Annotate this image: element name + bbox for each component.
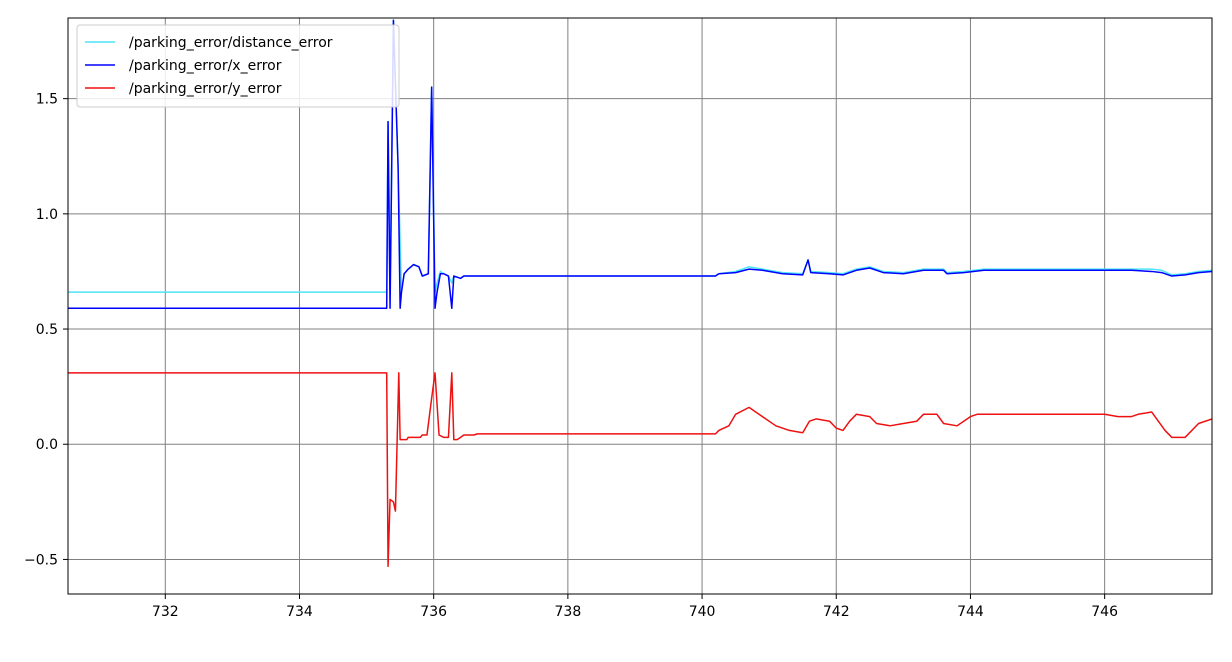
y-tick-label: 0.5 — [36, 322, 58, 338]
series-line-2 — [68, 372, 1212, 568]
tick-labels: 732 734 736 738 740 742 744 746 −0.5 0.0 0.5 1.0 1.5 — [24, 92, 1118, 620]
legend-box — [76, 24, 400, 108]
x-tick-label: 736 — [420, 604, 447, 620]
y-tick-label: 1.0 — [36, 207, 58, 223]
x-tick-label: 744 — [957, 604, 984, 620]
x-tick-label: 740 — [689, 604, 716, 620]
y-tick-label: −0.5 — [24, 552, 58, 568]
grid-lines — [68, 18, 1212, 594]
axes — [63, 17, 1213, 599]
y-tick-label: 0.0 — [36, 437, 58, 453]
y-tick-label: 1.5 — [36, 92, 58, 108]
x-tick-label: 746 — [1091, 604, 1118, 620]
x-tick-label: 738 — [555, 604, 582, 620]
plot-frame — [67, 17, 1213, 595]
legend: /parking_error/distance_error/parking_er… — [76, 24, 400, 108]
x-tick-label: 742 — [823, 604, 850, 620]
series-line-1 — [68, 19, 1212, 310]
series-lines — [68, 19, 1212, 568]
legend-label-0: /parking_error/distance_error — [129, 35, 333, 51]
x-tick-label: 732 — [152, 604, 179, 620]
x-tick-label: 734 — [286, 604, 313, 620]
legend-label-1: /parking_error/x_error — [129, 58, 282, 74]
legend-label-2: /parking_error/y_error — [129, 81, 282, 97]
